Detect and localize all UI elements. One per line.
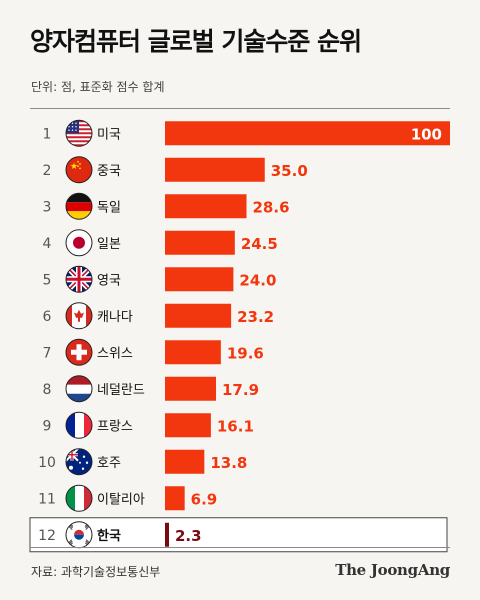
category-label: 호주: [97, 456, 121, 471]
bar-row: 12 한국 2.3: [29, 517, 448, 553]
value-label: 24.0: [239, 271, 276, 289]
category-label: 한국: [97, 528, 121, 544]
bar: [165, 413, 211, 438]
value-label: 13.8: [210, 454, 247, 472]
germany-flag-icon: [65, 192, 93, 220]
netherlands-flag-icon: [65, 375, 93, 403]
bar: [165, 340, 221, 365]
highlight-row-box: [29, 517, 448, 553]
rank-label: 1: [43, 126, 52, 142]
switzerland-flag-icon: [65, 338, 93, 366]
france-flag-icon: [65, 411, 93, 439]
category-label: 독일: [97, 200, 121, 215]
value-label: 100: [411, 125, 442, 143]
publisher-logo: The JoongAng: [335, 561, 450, 579]
rank-label: 3: [43, 199, 52, 215]
value-label: 19.6: [227, 344, 264, 362]
category-label: 프랑스: [97, 419, 133, 434]
italy-flag-icon: [65, 484, 93, 512]
category-label: 중국: [97, 164, 121, 179]
bar: [165, 376, 217, 401]
value-label: 17.9: [222, 381, 259, 399]
category-label: 스위스: [97, 346, 133, 361]
rank-label: 4: [43, 236, 52, 252]
category-label: 네덜란드: [97, 383, 145, 398]
chart-unit-label: 단위: 점, 표준화 점수 합계: [31, 80, 165, 94]
bar-row: 11 이탈리아 6.9: [38, 484, 218, 512]
bar: [165, 449, 205, 474]
category-label: 일본: [97, 237, 121, 252]
category-label: 캐나다: [97, 310, 133, 325]
bar-row: 4 일본 24.5: [43, 229, 278, 257]
rank-label: 11: [38, 491, 56, 507]
bar-row: 3 독일 28.6: [43, 192, 290, 220]
category-label: 영국: [97, 273, 121, 288]
bar: [165, 230, 235, 255]
korea-flag-icon: [65, 521, 93, 549]
bar: [165, 121, 450, 146]
rank-label: 5: [43, 272, 52, 288]
rank-label: 12: [38, 528, 56, 544]
bar: [165, 157, 265, 182]
value-label: 6.9: [191, 490, 218, 508]
bar-row: 6 캐나다 23.2: [43, 302, 274, 330]
chart-title: 양자컴퓨터 글로벌 기술수준 순위: [30, 27, 362, 56]
value-label: 16.1: [217, 417, 254, 435]
rank-label: 10: [38, 455, 56, 471]
value-label: 2.3: [175, 527, 202, 545]
rank-label: 2: [43, 163, 52, 179]
value-label: 24.5: [241, 235, 278, 253]
value-label: 28.6: [253, 198, 290, 216]
rank-label: 9: [43, 418, 52, 434]
bottom-divider: [30, 547, 450, 548]
top-divider: [30, 108, 450, 109]
svg-text:★: ★: [70, 162, 78, 172]
rank-label: 8: [43, 382, 52, 398]
bar-row: 9 프랑스 16.1: [43, 411, 254, 439]
bar-row: 8 네덜란드 17.9: [43, 375, 259, 403]
source-note: 자료: 과학기술정보통신부: [31, 565, 161, 579]
bar: [165, 267, 234, 292]
value-label: 35.0: [271, 162, 308, 180]
japan-flag-icon: [65, 229, 93, 257]
bar-row: 2 ★ 중국 35.0: [43, 156, 308, 184]
bar: [165, 303, 232, 328]
bar: [165, 486, 185, 511]
uk-flag-icon: [65, 265, 93, 293]
rank-label: 7: [43, 345, 52, 361]
bar-row: 1 미국 100: [43, 119, 450, 147]
bar-row: 5 영국 24.0: [43, 265, 276, 293]
value-label: 23.2: [237, 308, 274, 326]
us-flag-icon: [65, 119, 93, 147]
china-flag-icon: ★: [65, 156, 93, 184]
category-label: 미국: [97, 127, 121, 142]
bar: [165, 194, 247, 219]
bar-row: 7 스위스 19.6: [43, 338, 264, 366]
australia-flag-icon: [65, 448, 93, 476]
rank-label: 6: [43, 309, 52, 325]
category-label: 이탈리아: [97, 492, 145, 507]
canada-flag-icon: [65, 302, 93, 330]
bar: [165, 522, 169, 547]
bar-row: 10 호주 13.8: [38, 448, 247, 476]
